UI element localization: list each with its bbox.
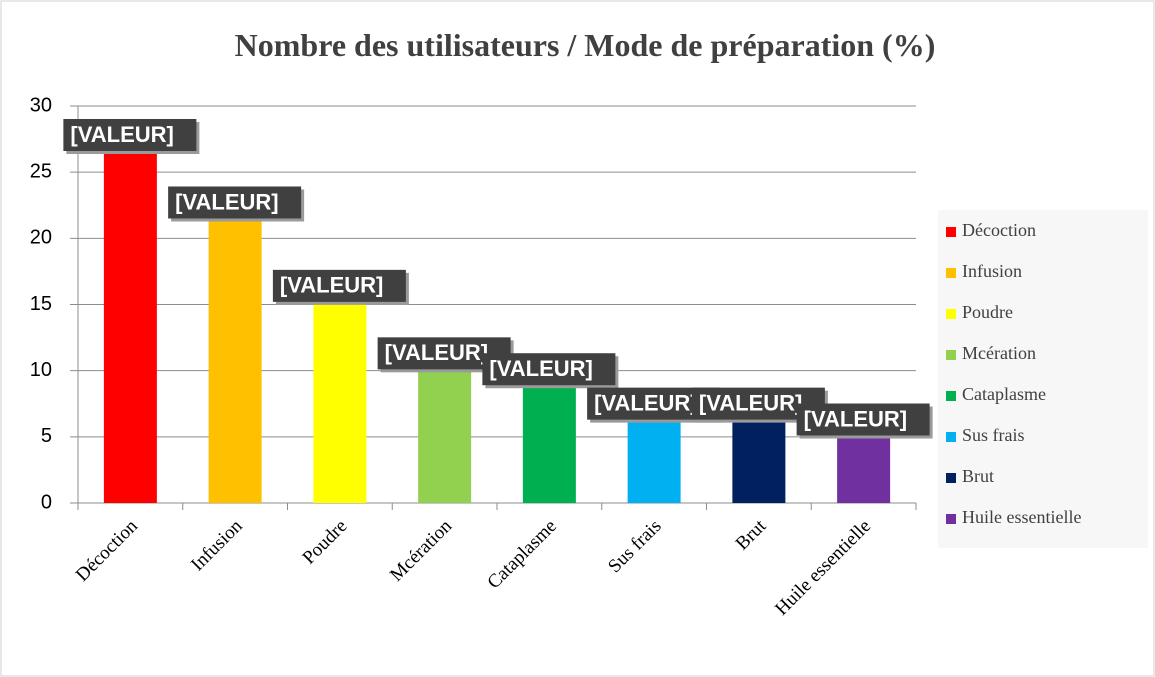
- legend-label: Cataplasme: [962, 384, 1046, 404]
- data-label-box: [482, 353, 616, 386]
- legend-swatch: [946, 514, 956, 524]
- legend-swatch: [946, 391, 956, 401]
- bar: [837, 435, 891, 503]
- bar: [103, 150, 157, 503]
- legend-swatch: [946, 473, 956, 483]
- y-tick-label: 5: [41, 425, 52, 447]
- y-tick-label: 25: [30, 160, 52, 182]
- bar: [418, 369, 472, 503]
- data-label-text: [VALEUR]: [594, 390, 697, 415]
- data-label: [VALEUR]: [63, 118, 200, 154]
- data-label: [VALEUR]: [482, 353, 619, 389]
- bar: [732, 419, 786, 503]
- data-label-text: [VALEUR]: [280, 273, 383, 298]
- legend-label: Infusion: [962, 261, 1022, 281]
- data-label-text: [VALEUR]: [699, 390, 802, 415]
- legend-label: Mcération: [962, 343, 1036, 363]
- legend-swatch: [946, 350, 956, 360]
- data-label-text: [VALEUR]: [175, 189, 278, 214]
- data-label-text: [VALEUR]: [70, 122, 173, 147]
- y-tick-label: 20: [30, 227, 52, 249]
- chart-title: Nombre des utilisateurs / Mode de prépar…: [235, 27, 936, 63]
- legend-box: [938, 210, 1148, 548]
- legend-swatch: [946, 309, 956, 319]
- legend-label: Sus frais: [962, 425, 1025, 445]
- data-label-text: [VALEUR]: [804, 406, 907, 431]
- bar: [208, 218, 262, 503]
- data-label-box: [796, 403, 930, 436]
- legend-label: Brut: [962, 466, 994, 486]
- legend-swatch: [946, 268, 956, 278]
- data-label: [VALEUR]: [168, 186, 305, 222]
- data-label-box: [272, 269, 406, 302]
- data-label: [VALEUR]: [272, 269, 409, 305]
- data-label-box: [63, 118, 197, 151]
- legend-label: Poudre: [962, 302, 1013, 322]
- legend-label: Huile essentielle: [962, 507, 1081, 527]
- data-label-text: [VALEUR]: [385, 340, 488, 365]
- legend-label: Décoction: [962, 220, 1036, 240]
- legend-swatch: [946, 432, 956, 442]
- data-label-text: [VALEUR]: [489, 356, 592, 381]
- bar: [627, 419, 681, 503]
- bar: [313, 301, 367, 503]
- y-tick-label: 10: [30, 359, 52, 381]
- y-tick-label: 15: [30, 293, 52, 315]
- data-label: [VALEUR]: [796, 403, 933, 439]
- y-tick-label: 30: [30, 94, 52, 116]
- legend-swatch: [946, 227, 956, 237]
- bar: [522, 385, 576, 503]
- y-tick-label: 0: [41, 491, 52, 513]
- data-label-box: [168, 186, 302, 219]
